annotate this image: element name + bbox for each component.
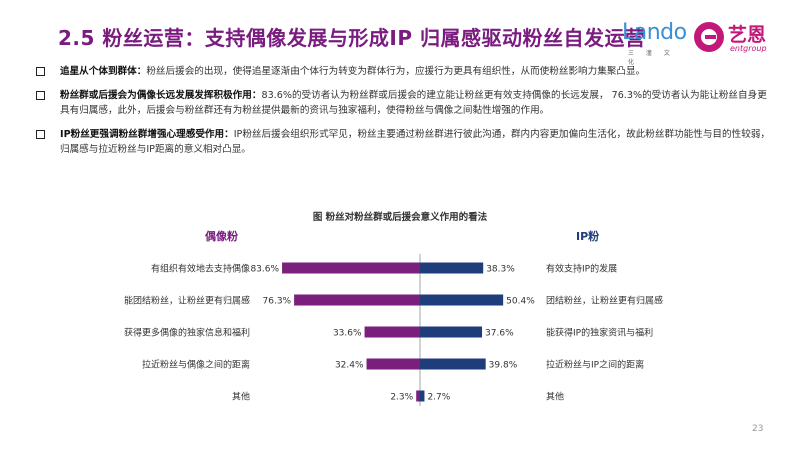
square-bullet-icon: [36, 67, 45, 76]
entgroup-logo-cn: 艺恩: [728, 24, 767, 46]
bullet-item: IP粉丝更强调粉丝群增强心理感受作用：IP粉丝后援会组织形式罕见，粉丝主要通过粉…: [36, 127, 776, 157]
chart-title: 图 粉丝对粉丝群或后援会意义作用的看法: [312, 212, 488, 223]
bullet-text: 粉丝后援会的出现，使得追星逐渐由个体行为转变为群体行为，应援行为更具有组织性，从…: [146, 66, 646, 77]
category-label-idol: 能团结粉丝，让粉丝更有归属感: [124, 295, 250, 307]
bullet-lead: 追星从个体到群体：: [60, 66, 147, 77]
value-label-ip: 50.4%: [506, 297, 535, 307]
category-label-ip: 有效支持IP的发展: [546, 263, 617, 275]
category-label-idol: 获得更多偶像的独家信息和福利: [124, 327, 250, 339]
butterfly-bar-chart: 83.6% 38.3% 有组织有效地去支持偶像 有效支持IP的发展 76.3% 50.4%…: [124, 254, 663, 406]
bar-idol: [364, 326, 420, 338]
bullet-text: IP粉丝后援会组织形式罕见，粉丝主要通过粉丝群进行彼此沟通，群内内容更加偏向生活…: [60, 129, 770, 155]
entgroup-mark-icon: [694, 22, 724, 52]
category-label-ip: 团结粉丝，让粉丝更有归属感: [546, 295, 663, 307]
series-label-ip: IP粉: [576, 230, 600, 243]
bullet-lead: IP粉丝更强调粉丝群增强心理感受作用：: [60, 129, 234, 140]
bullet-lead: 粉丝群或后援会为偶像长远发展发挥积极作用：: [60, 90, 262, 101]
lando-logo: Lando 三 潼 文 化: [622, 20, 688, 66]
bar-ip: [420, 262, 484, 274]
value-label-ip: 39.8%: [489, 361, 518, 371]
bar-ip: [420, 294, 504, 306]
category-label-ip: 能获得IP的独家资讯与福利: [546, 327, 653, 339]
value-label-idol: 76.3%: [263, 297, 292, 307]
value-label-idol: 83.6%: [250, 265, 279, 275]
category-label-idol: 拉近粉丝与偶像之间的距离: [142, 359, 250, 371]
value-label-idol: 32.4%: [335, 361, 364, 371]
bar-idol: [416, 390, 420, 402]
bullet-item: 粉丝群或后援会为偶像长远发展发挥积极作用：83.6%的受访者认为粉丝群或后援会的…: [36, 88, 776, 118]
bar-idol: [282, 262, 420, 274]
square-bullet-icon: [36, 91, 45, 100]
bullet-item: 追星从个体到群体：粉丝后援会的出现，使得追星逐渐由个体行为转变为群体行为，应援行…: [36, 64, 776, 79]
bullet-list: 追星从个体到群体：粉丝后援会的出现，使得追星逐渐由个体行为转变为群体行为，应援行…: [36, 64, 776, 166]
page-title: 2.5 粉丝运营：支持偶像发展与形成IP 归属感驱动粉丝自发运营: [58, 26, 646, 50]
category-label-idol: 其他: [232, 391, 250, 403]
series-label-idol: 偶像粉: [205, 230, 238, 243]
value-label-ip: 37.6%: [485, 329, 514, 339]
value-label-idol: 33.6%: [333, 329, 362, 339]
bar-idol: [366, 358, 420, 370]
bar-ip: [420, 358, 486, 370]
category-label-ip: 拉近粉丝与IP之间的距离: [546, 359, 644, 371]
value-label-ip: 38.3%: [486, 265, 515, 275]
category-label-ip: 其他: [546, 391, 564, 403]
bar-ip: [420, 326, 483, 338]
bullet-text: 83.6%的受访者认为粉丝群或后援会的建立能让粉丝更有效支持偶像的长远发展， 7…: [60, 90, 767, 116]
page-number: 23: [752, 424, 764, 434]
value-label-ip: 2.7%: [427, 393, 450, 403]
lando-logo-text: Lando: [622, 20, 687, 45]
value-label-idol: 2.3%: [390, 393, 413, 403]
bar-ip: [420, 390, 425, 402]
bar-idol: [294, 294, 420, 306]
category-label-idol: 有组织有效地去支持偶像: [151, 263, 250, 275]
lando-logo-subtext: 三 潼 文 化: [628, 50, 675, 66]
square-bullet-icon: [36, 130, 45, 139]
entgroup-logo: 艺恩 entgroup: [692, 18, 792, 58]
entgroup-logo-en: entgroup: [730, 44, 767, 53]
